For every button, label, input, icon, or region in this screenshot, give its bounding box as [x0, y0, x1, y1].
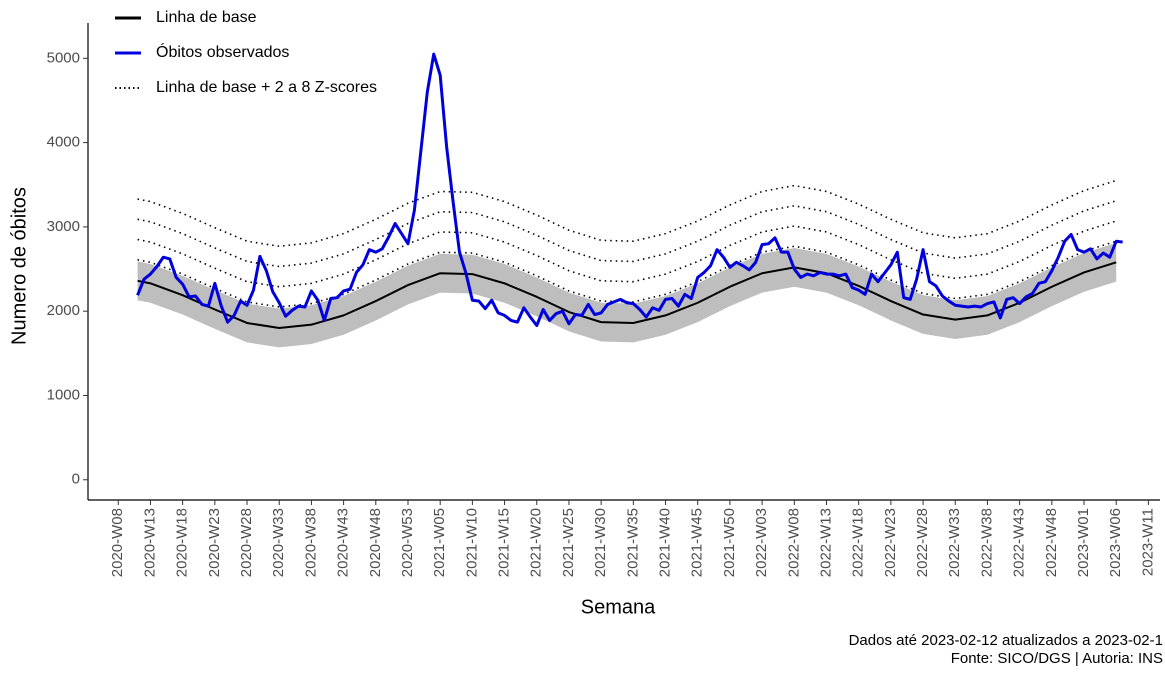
x-tick-label: 2020-W13 — [141, 508, 158, 577]
legend-label: Linha de base — [156, 9, 257, 26]
x-tick-label: 2021-W40 — [656, 508, 673, 577]
x-tick-label: 2021-W45 — [689, 508, 706, 577]
y-tick-label: 0 — [72, 471, 80, 488]
x-tick-label: 2022-W43 — [1011, 508, 1028, 577]
x-tick-label: 2020-W43 — [335, 508, 352, 577]
x-tick-label: 2023-W11 — [1139, 508, 1156, 576]
x-tick-label: 2022-W03 — [753, 508, 770, 577]
x-tick-label: 2020-W08 — [109, 508, 126, 577]
x-tick-label: 2022-W48 — [1043, 508, 1060, 577]
x-tick-label: 2022-W23 — [882, 508, 899, 577]
caption: Dados até 2023-02-12 atualizados a 2023-… — [849, 632, 1163, 649]
x-tick-label: 2020-W33 — [270, 508, 287, 577]
x-axis-title: Semana — [581, 596, 656, 618]
x-tick-label: 2021-W10 — [463, 508, 480, 577]
x-tick-label: 2021-W15 — [496, 508, 513, 577]
x-tick-label: 2021-W05 — [431, 508, 448, 577]
x-tick-label: 2020-W53 — [399, 508, 416, 577]
x-tick-label: 2022-W28 — [914, 508, 931, 577]
legend-label: Óbitos observados — [156, 42, 289, 61]
series-line — [136, 52, 1123, 328]
x-tick-label: 2022-W33 — [946, 508, 963, 577]
zscore-line — [137, 179, 1117, 248]
x-tick-label: 2021-W50 — [721, 508, 738, 577]
x-tick-label: 2022-W08 — [785, 508, 802, 577]
zscore-line — [137, 199, 1117, 268]
x-tick-label: 2022-W38 — [978, 508, 995, 577]
x-tick-label: 2023-W06 — [1107, 508, 1124, 577]
x-tick-label: 2022-W18 — [850, 508, 867, 577]
y-tick-label: 4000 — [47, 134, 80, 151]
zscore-line — [137, 220, 1117, 288]
x-tick-label: 2020-W23 — [206, 508, 223, 577]
x-tick-label: 2020-W38 — [302, 508, 319, 577]
x-tick-label: 2021-W25 — [560, 508, 577, 577]
legend-label: Linha de base + 2 a 8 Z-scores — [156, 79, 377, 96]
caption: Fonte: SICO/DGS | Autoria: INS — [951, 650, 1163, 667]
x-tick-label: 2023-W01 — [1075, 508, 1092, 577]
x-tick-label: 2020-W28 — [238, 508, 255, 577]
series-line — [137, 261, 1117, 330]
x-tick-label: 2020-W18 — [174, 508, 191, 577]
x-tick-label: 2021-W35 — [624, 508, 641, 577]
x-tick-label: 2021-W20 — [528, 508, 545, 577]
y-axis-title: Numero de óbitos — [8, 187, 30, 345]
y-tick-label: 3000 — [47, 218, 80, 235]
prediction-band — [137, 242, 1117, 348]
y-tick-label: 5000 — [47, 49, 80, 66]
y-tick-label: 1000 — [47, 386, 80, 403]
y-tick-label: 2000 — [47, 302, 80, 319]
zscore-line — [137, 240, 1117, 308]
x-tick-label: 2022-W13 — [817, 508, 834, 577]
x-tick-label: 2020-W48 — [367, 508, 384, 577]
x-tick-label: 2021-W30 — [592, 508, 609, 577]
